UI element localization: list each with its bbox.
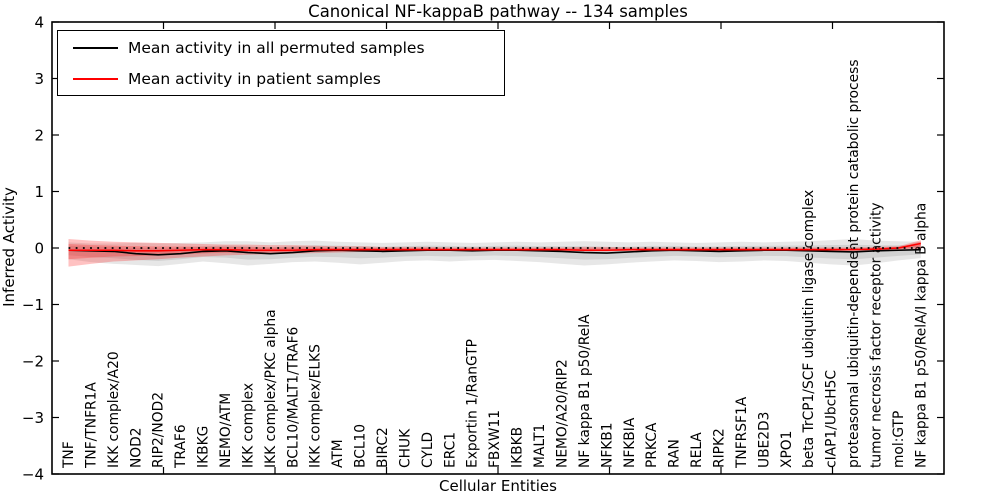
band-patient-outer	[68, 238, 921, 267]
x-category-label: cIAP1/UbcH5C	[824, 370, 840, 468]
x-category-label: BCL10/MALT1/TRAF6	[285, 327, 301, 468]
x-category-label: Exportin 1/RanGTP	[465, 339, 481, 468]
x-axis-label: Cellular Entities	[439, 477, 557, 495]
x-category-label: ERC1	[442, 432, 458, 468]
legend-label-permuted: Mean activity in all permuted samples	[128, 38, 425, 57]
x-category-label: RAN	[667, 439, 683, 468]
band-permuted-inner	[68, 244, 921, 261]
x-category-label: RIP2/NOD2	[151, 392, 167, 468]
x-category-label: TRAF6	[173, 424, 189, 469]
x-category-label: IKBKG	[196, 426, 212, 468]
x-category-label: MALT1	[532, 424, 548, 468]
x-category-label: NFKBIA	[622, 417, 638, 468]
x-category-label: TNFRSF1A	[734, 396, 750, 469]
x-category-label: ATM	[330, 439, 346, 468]
y-tick-label: 0	[34, 240, 44, 258]
x-category-label: tumor necrosis factor receptor activity	[868, 202, 884, 468]
x-category-label: RIPK2	[711, 428, 727, 468]
legend-line-permuted-icon	[73, 46, 118, 49]
x-category-label: NEMO/A20/RIP2	[554, 359, 570, 468]
x-category-label: NFKB1	[599, 422, 615, 468]
legend: Mean activity in all permuted samples Me…	[57, 30, 505, 96]
x-category-label: NEMO/ATM	[218, 393, 234, 468]
x-category-label: NOD2	[128, 427, 144, 468]
legend-entry-permuted: Mean activity in all permuted samples	[58, 32, 504, 63]
x-category-label: TNF/TNFR1A	[83, 382, 99, 469]
x-category-label: IKK complex	[240, 383, 256, 468]
x-category-label: beta TrCP1/SCF ubiquitin ligase complex	[801, 190, 817, 468]
y-tick-label: −1	[22, 296, 44, 314]
x-category-label: BIRC2	[375, 427, 391, 468]
x-category-label: CYLD	[420, 432, 436, 468]
y-tick-label: 2	[34, 127, 44, 145]
x-category-label: UBE2D3	[756, 412, 772, 468]
legend-entry-patient: Mean activity in patient samples	[58, 63, 504, 94]
x-category-label: XPO1	[779, 431, 795, 468]
x-category-label: IKK complex/A20	[106, 351, 122, 468]
x-category-label: IKK complex/ELKS	[308, 344, 324, 468]
y-tick-label: 4	[34, 14, 44, 32]
y-axis-label: Inferred Activity	[0, 187, 18, 307]
line-patient-mean	[68, 242, 921, 252]
x-category-label: IKK complex/PKC alpha	[263, 309, 279, 468]
chart-title: Canonical NF-kappaB pathway -- 134 sampl…	[308, 2, 688, 21]
x-category-label: TNF	[61, 441, 77, 469]
x-category-label: PRKCA	[644, 422, 660, 468]
x-category-label: IKBKB	[510, 427, 526, 468]
x-category-label: RELA	[689, 432, 705, 468]
y-tick-label: −3	[22, 409, 44, 427]
x-category-label: FBXW11	[487, 410, 503, 468]
x-category-label: proteasomal ubiquitin-dependent protein …	[846, 59, 862, 468]
y-tick-label: 3	[34, 70, 44, 88]
legend-label-patient: Mean activity in patient samples	[128, 69, 381, 88]
y-tick-label: −2	[22, 353, 44, 371]
legend-line-patient-icon	[73, 77, 118, 80]
x-category-label: NF kappa B1 p50/RelA	[577, 314, 593, 468]
x-category-label: mol:GTP	[891, 411, 907, 468]
x-category-label: CHUK	[397, 428, 413, 468]
band-permuted-outer	[68, 238, 921, 267]
y-tick-label: 1	[34, 183, 44, 201]
x-category-label: NF kappa B1 p50/RelA/I kappa B alpha	[913, 203, 929, 468]
y-tick-label: −4	[22, 466, 44, 484]
x-category-label: BCL10	[353, 424, 369, 468]
